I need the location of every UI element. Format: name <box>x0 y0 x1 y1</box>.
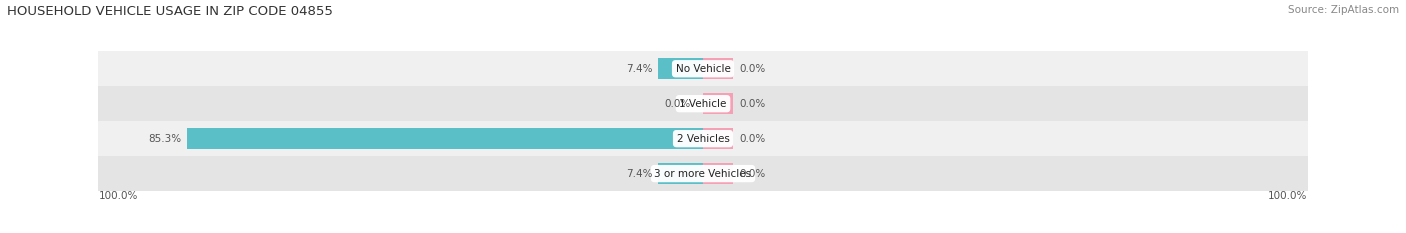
Text: 2 Vehicles: 2 Vehicles <box>676 134 730 144</box>
Bar <box>98 156 1308 191</box>
Text: 1 Vehicle: 1 Vehicle <box>679 99 727 109</box>
Text: 0.0%: 0.0% <box>740 64 765 74</box>
Text: 100.0%: 100.0% <box>1268 191 1308 201</box>
Text: 100.0%: 100.0% <box>98 191 138 201</box>
Bar <box>187 128 703 149</box>
Text: 0.0%: 0.0% <box>665 99 690 109</box>
Bar <box>703 128 734 149</box>
Text: 0.0%: 0.0% <box>740 99 765 109</box>
Text: No Vehicle: No Vehicle <box>675 64 731 74</box>
Text: HOUSEHOLD VEHICLE USAGE IN ZIP CODE 04855: HOUSEHOLD VEHICLE USAGE IN ZIP CODE 0485… <box>7 5 333 18</box>
Text: Source: ZipAtlas.com: Source: ZipAtlas.com <box>1288 5 1399 15</box>
Bar <box>98 121 1308 156</box>
Bar <box>703 163 734 184</box>
Bar <box>658 58 703 79</box>
Text: 0.0%: 0.0% <box>740 134 765 144</box>
Text: 7.4%: 7.4% <box>626 169 652 178</box>
Text: 3 or more Vehicles: 3 or more Vehicles <box>654 169 752 178</box>
Text: 7.4%: 7.4% <box>626 64 652 74</box>
Bar <box>98 86 1308 121</box>
Bar <box>98 51 1308 86</box>
Bar <box>703 58 734 79</box>
Bar <box>703 93 734 114</box>
Text: 0.0%: 0.0% <box>740 169 765 178</box>
Bar <box>658 163 703 184</box>
Text: 85.3%: 85.3% <box>148 134 181 144</box>
